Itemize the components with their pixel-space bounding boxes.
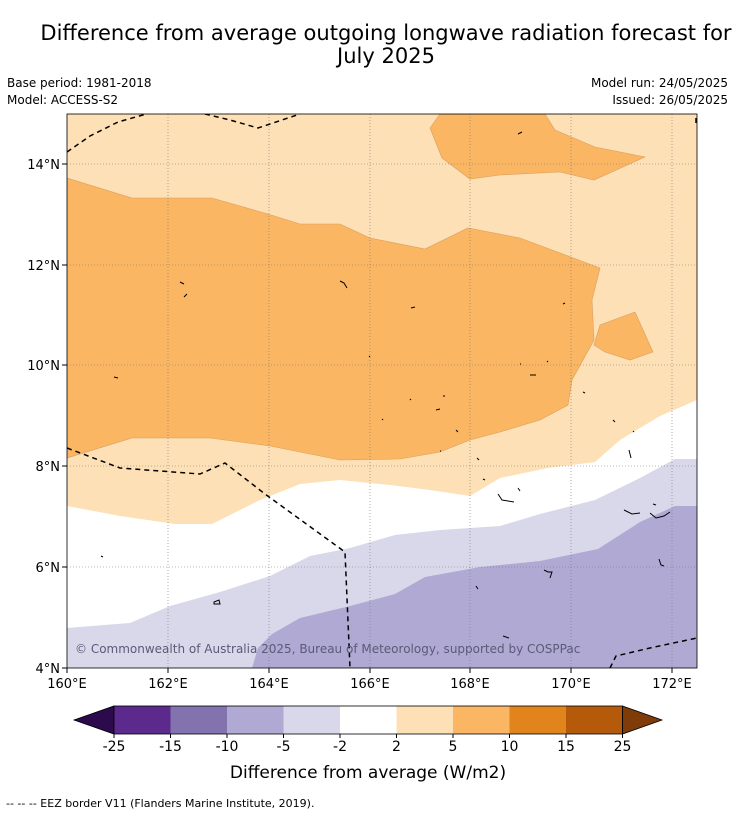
lon-tick-labels: 160°E 162°E 164°E 166°E 168°E 170°E 172°…	[47, 677, 692, 692]
lon-ticks	[66, 668, 673, 673]
colorbar-label-10: 25	[614, 739, 632, 755]
colorbar-swatch-2	[170, 706, 227, 734]
colorbar-under-arrow	[72, 705, 115, 735]
chart-title: Difference from average outgoing longwav…	[0, 22, 736, 68]
colorbar-title: Difference from average (W/m2)	[230, 763, 506, 783]
colorbar-swatch-7	[453, 706, 510, 734]
lon-label-162: 162°E	[148, 677, 188, 692]
lon-label-166: 166°E	[350, 677, 390, 692]
colorbar: -25 -15 -10 -5 -2 2 5 10 15 25 Differenc…	[72, 705, 664, 783]
colorbar-swatch-5	[340, 706, 397, 734]
metadata-left: Base period: 1981-2018 Model: ACCESS-S2	[7, 75, 152, 109]
chart-title-line1: Difference from average outgoing longwav…	[40, 21, 732, 45]
colorbar-swatch-3	[227, 706, 284, 734]
colorbar-swatch-9	[566, 706, 623, 734]
colorbar-label-3: -10	[216, 739, 239, 755]
lon-label-170: 170°E	[551, 677, 591, 692]
base-period-text: Base period: 1981-2018	[7, 76, 152, 90]
lat-ticks	[62, 163, 67, 669]
lat-label-4: 4°N	[36, 662, 61, 677]
band-5-to-10-north	[429, 114, 646, 181]
island-outlines	[100, 131, 671, 639]
colorbar-label-8: 10	[501, 739, 519, 755]
lat-label-8: 8°N	[36, 460, 61, 475]
colorbar-frame	[113, 705, 623, 735]
colorbar-label-7: 5	[449, 739, 458, 755]
eez-border	[67, 114, 697, 668]
lon-label-160: 160°E	[47, 677, 87, 692]
lat-label-6: 6°N	[36, 561, 61, 576]
lat-label-12: 12°N	[27, 259, 60, 274]
issued-text: Issued: 26/05/2025	[612, 93, 728, 107]
colorbar-label-6: 2	[392, 739, 401, 755]
lon-label-168: 168°E	[450, 677, 490, 692]
colorbar-over-arrow	[622, 705, 664, 735]
map-area: © Commonwealth of Australia 2025, Bureau…	[67, 114, 697, 668]
colorbar-tick-labels: -25 -15 -10 -5 -2 2 5 10 15 25	[103, 739, 632, 755]
eez-legend-footer: -- -- -- EEZ border V11 (Flanders Marine…	[6, 797, 315, 810]
gridlines	[67, 114, 697, 668]
colorbar-label-1: -25	[103, 739, 126, 755]
band-5-to-10-east	[593, 311, 654, 361]
copyright-text: © Commonwealth of Australia 2025, Bureau…	[75, 642, 580, 656]
colorbar-ticks	[113, 734, 623, 738]
map-frame	[66, 113, 698, 669]
metadata-right: Model run: 24/05/2025 Issued: 26/05/2025	[591, 75, 728, 109]
colorbar-swatch-4	[283, 706, 340, 734]
lon-label-172: 172°E	[652, 677, 692, 692]
colorbar-swatch-8	[509, 706, 566, 734]
band-5-to-10	[67, 177, 601, 461]
lat-tick-labels: 14°N 12°N 10°N 8°N 6°N 4°N	[27, 158, 60, 677]
model-text: Model: ACCESS-S2	[7, 93, 119, 107]
lat-label-14: 14°N	[27, 158, 60, 173]
lat-label-10: 10°N	[27, 359, 60, 374]
colorbar-swatch-1	[114, 706, 171, 734]
colorbar-label-9: 15	[557, 739, 575, 755]
colorbar-label-4: -5	[277, 739, 291, 755]
colorbar-label-5: -2	[333, 739, 347, 755]
lon-label-164: 164°E	[249, 677, 289, 692]
colorbar-label-2: -15	[159, 739, 182, 755]
model-run-text: Model run: 24/05/2025	[590, 76, 728, 90]
chart-title-line2: July 2025	[337, 44, 435, 68]
band-minus10-to-minus5	[252, 506, 697, 668]
colorbar-swatch-6	[396, 706, 453, 734]
